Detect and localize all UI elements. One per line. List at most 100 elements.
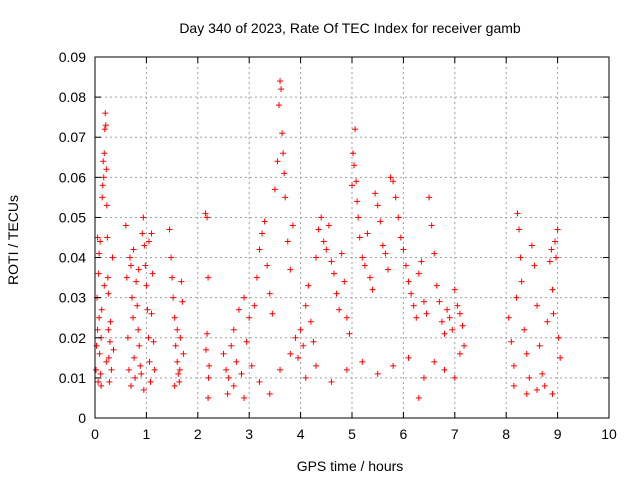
data-point [523,350,530,357]
data-point [277,78,284,85]
data-point [150,338,157,345]
data-point [514,210,521,217]
data-point [528,242,535,249]
data-point [336,306,343,313]
data-point [241,394,248,401]
y-tick-label: 0.01 [59,370,86,386]
data-point [541,382,548,389]
data-point [331,270,338,277]
data-point [266,290,273,297]
data-point [377,218,384,225]
data-point [253,274,260,281]
data-point [110,346,117,353]
data-points-layer [93,78,564,401]
data-point [379,242,386,249]
data-point [350,150,357,157]
data-point [140,214,147,221]
data-point [369,286,376,293]
data-point [423,310,430,317]
data-point [446,314,453,321]
data-point [302,302,309,309]
data-point [354,198,361,205]
data-point [292,334,299,341]
data-point [513,294,520,301]
data-point [133,278,140,285]
data-point [147,378,154,385]
data-point [166,226,173,233]
data-point [93,342,100,349]
data-point [102,110,109,117]
data-point [408,290,415,297]
data-point [202,210,209,217]
data-point [276,102,283,109]
data-point [281,170,288,177]
data-point [372,190,379,197]
y-tick-label: 0 [78,410,86,426]
y-tick-label: 0.02 [59,330,86,346]
data-point [341,278,348,285]
data-point [103,358,110,365]
data-point [125,366,132,373]
data-point [130,314,137,321]
x-tick-label: 7 [451,426,459,442]
data-point [310,338,317,345]
data-point [441,330,448,337]
data-point [274,158,281,165]
data-point [405,354,412,361]
data-point [127,382,134,389]
data-point [151,366,158,373]
data-point [282,194,289,201]
y-tick-label: 0.04 [59,250,86,266]
data-point [550,310,557,317]
data-point [105,354,112,361]
data-point [101,126,108,133]
data-point [203,346,210,353]
x-tick-label: 10 [601,426,617,442]
y-tick-label: 0.05 [59,209,86,225]
data-point [134,302,141,309]
data-point [297,326,304,333]
y-tick-label: 0.06 [59,169,86,185]
data-point [436,298,443,305]
x-tick-label: 6 [400,426,408,442]
data-point [140,386,147,393]
data-point [230,382,237,389]
data-point [338,250,345,257]
data-point [228,342,235,349]
data-point [521,326,528,333]
data-point [175,370,182,377]
data-point [328,378,335,385]
data-point [523,390,530,397]
data-point [553,254,560,261]
data-point [264,262,271,269]
data-point [516,226,523,233]
y-tick-label: 0.09 [59,49,86,65]
data-point [180,350,187,357]
data-point [418,258,425,265]
data-point [131,354,138,361]
data-point [101,282,108,289]
data-point [96,314,103,321]
data-point [548,246,555,253]
data-point [343,366,350,373]
data-point [106,338,113,345]
data-point [508,338,515,345]
x-tick-label: 2 [194,426,202,442]
data-point [359,358,366,365]
data-point [246,314,253,321]
data-point [284,238,291,245]
data-point [505,314,512,321]
data-point [126,254,133,261]
data-point [518,278,525,285]
y-tick-label: 0.07 [59,129,86,145]
data-point [405,278,412,285]
data-point [124,334,131,341]
data-point [278,86,285,93]
data-point [178,278,185,285]
data-point [280,150,287,157]
data-point [428,222,435,229]
data-point [142,262,149,269]
data-point [510,382,517,389]
data-point [107,318,114,325]
